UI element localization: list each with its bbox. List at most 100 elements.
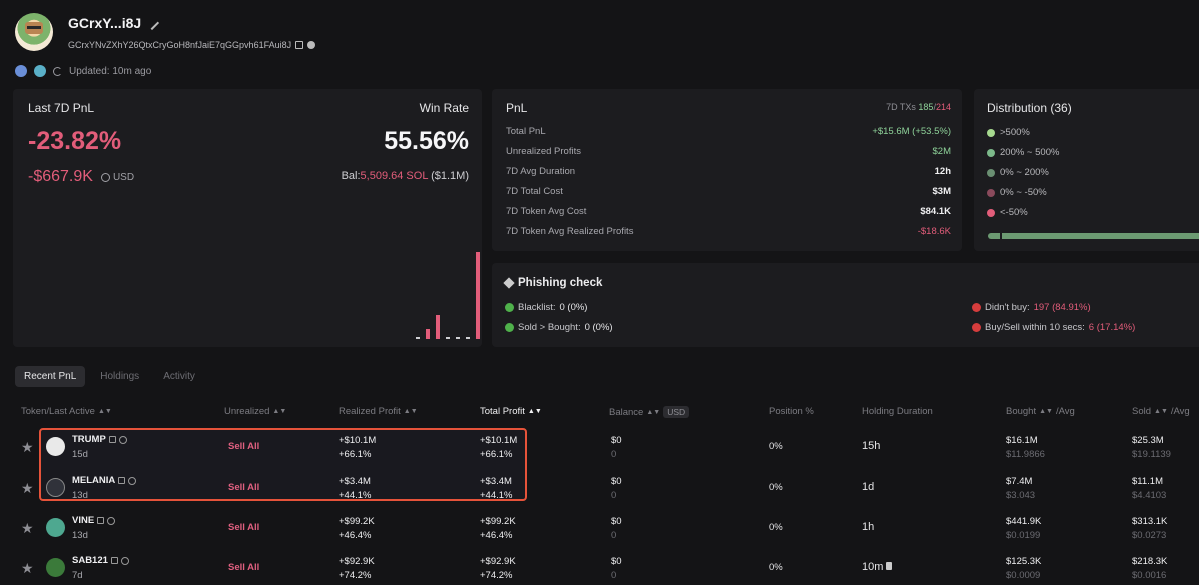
realized-percent: +66.1% <box>339 449 372 460</box>
copy-icon[interactable] <box>97 517 105 524</box>
header-total-profit[interactable]: Total Profit ▲▼ <box>480 406 542 417</box>
header-unrealized[interactable]: Unrealized ▲▼ <box>224 406 286 417</box>
distribution-row: 200% ~ 500% <box>987 147 1059 158</box>
table-row[interactable]: ★ VINE 13d Sell All +$99.2K +46.4% +$99.2… <box>0 509 1199 549</box>
histogram-bar <box>446 337 450 339</box>
realized-value: +$99.2K <box>339 516 375 527</box>
copy-icon[interactable] <box>118 477 126 484</box>
bought-avg: $3.043 <box>1006 490 1036 501</box>
balance-cell: $0 0 <box>611 475 622 503</box>
sold-value: $11.1M <box>1132 476 1163 487</box>
star-icon[interactable]: ★ <box>21 520 34 536</box>
header-token[interactable]: Token/Last Active ▲▼ <box>21 406 112 417</box>
red-status-icon <box>972 323 981 332</box>
total-cell: +$92.9K +74.2% <box>480 555 516 583</box>
search-icon[interactable] <box>107 516 116 525</box>
updated-text: Updated: 10m ago <box>69 65 152 77</box>
copy-icon[interactable] <box>108 436 116 443</box>
sold-bought-value: 0 (0%) <box>584 322 613 333</box>
histogram-bar <box>426 329 430 339</box>
sell-all-button[interactable]: Sell All <box>228 482 260 493</box>
wallet-meta: Updated: 10m ago <box>15 65 151 77</box>
tab-recent-pnl[interactable]: Recent PnL <box>15 366 86 387</box>
edit-icon[interactable] <box>145 15 160 31</box>
twitter-icon[interactable] <box>15 65 27 77</box>
header-balance[interactable]: Balance ▲▼ USD <box>609 406 690 418</box>
star-icon[interactable]: ★ <box>21 560 34 576</box>
holding-duration: 10m <box>862 561 884 573</box>
usd-toggle[interactable]: USD <box>100 172 134 183</box>
balance-amount: 0 <box>611 530 617 541</box>
bought-cell: $7.4M $3.043 <box>1006 475 1035 503</box>
total-percent: +74.2% <box>480 570 513 581</box>
qr-icon[interactable] <box>307 41 316 49</box>
pnl7-label: Last 7D PnL <box>28 101 95 115</box>
header-bought[interactable]: Bought ▲▼/Avg <box>1006 406 1075 417</box>
distribution-label: 200% ~ 500% <box>1000 147 1060 158</box>
header-bought-suffix: /Avg <box>1055 406 1075 417</box>
sold-avg: $19.1139 <box>1132 449 1171 460</box>
bought-cell: $441.9K $0.0199 <box>1006 515 1041 543</box>
header-total-label: Total Profit <box>480 406 525 417</box>
tab-activity[interactable]: Activity <box>163 371 195 382</box>
balance-usd: ($1.1M) <box>431 170 469 182</box>
search-icon[interactable] <box>120 556 129 565</box>
search-icon[interactable] <box>128 476 137 485</box>
pnl-row-value: +$15.6M (+53.5%) <box>872 126 951 137</box>
table-row[interactable]: ★ TRUMP 15d Sell All +$10.1M +66.1% +$10.… <box>0 428 1199 468</box>
search-icon[interactable] <box>118 435 127 444</box>
sell-all-button[interactable]: Sell All <box>228 522 260 533</box>
telegram-icon[interactable] <box>34 65 46 77</box>
header-bought-label: Bought <box>1006 406 1037 417</box>
pnl-row-value: $2M <box>932 146 951 157</box>
sold-avg: $0.0016 <box>1132 570 1167 581</box>
balance-amount: 0 <box>611 490 617 501</box>
balance-value: $0 <box>611 556 622 567</box>
blacklist-label: Blacklist: <box>518 302 556 313</box>
sold-value: $218.3K <box>1132 556 1168 567</box>
tx-count: 7D TXs 185/214 <box>886 102 951 112</box>
table-row[interactable]: ★ SAB121 7d Sell All +$92.9K +74.2% +$92.… <box>0 549 1199 585</box>
currency-swap-icon <box>100 172 110 182</box>
pnl-row-key: Total PnL <box>506 126 546 137</box>
usd-toggle-pill[interactable]: USD <box>663 406 690 418</box>
header-sold-suffix: /Avg <box>1170 406 1190 417</box>
sell-all-button[interactable]: Sell All <box>228 562 260 573</box>
star-icon[interactable]: ★ <box>21 439 34 455</box>
tab-holdings[interactable]: Holdings <box>100 371 140 382</box>
pnl-histogram <box>401 239 480 339</box>
sort-icon: ▲▼ <box>527 408 542 415</box>
wallet-address-row: GCrxYNvZXhY26QtxCryGoH8nfJaiE7qGGpvh61FA… <box>68 40 316 50</box>
balance-row: Bal:5,509.64 SOL ($1.1M) <box>342 170 469 182</box>
pnl-card: PnL 7D TXs 185/214 Total PnL +$15.6M (+53… <box>492 89 962 251</box>
copy-icon[interactable] <box>295 41 304 49</box>
copy-icon[interactable] <box>110 557 118 564</box>
sort-icon: ▲▼ <box>1154 408 1168 415</box>
win-rate-label: Win Rate <box>419 101 469 115</box>
realized-value: +$92.9K <box>339 556 375 567</box>
sell-all-button[interactable]: Sell All <box>228 441 260 452</box>
phishing-title: Phishing check <box>518 277 603 289</box>
refresh-icon[interactable] <box>53 66 62 76</box>
position-value: 0% <box>769 562 783 573</box>
total-cell: +$99.2K +46.4% <box>480 515 516 543</box>
distribution-label: 0% ~ -50% <box>1000 187 1047 198</box>
table-row[interactable]: ★ MELANIA 13d Sell All +$3.4M +44.1% +$3.… <box>0 469 1199 509</box>
copy-icon[interactable] <box>886 562 893 570</box>
pnl-row: 7D Token Avg Cost $84.1K <box>506 206 951 217</box>
total-percent: +46.4% <box>480 530 513 541</box>
balance-value: $0 <box>611 435 622 446</box>
token-age: 13d <box>72 490 88 501</box>
win-rate-value: 55.56% <box>384 127 469 155</box>
star-icon[interactable]: ★ <box>21 480 34 496</box>
pnl-row-value: $3M <box>932 186 951 197</box>
distribution-row: <-50% <box>987 207 1028 218</box>
balance-cell: $0 0 <box>611 515 622 543</box>
sold-bought-item: Sold > Bought: 0 (0%) <box>505 322 613 333</box>
histogram-bar <box>456 337 460 339</box>
tab-bar: Recent PnL Holdings Activity <box>15 366 204 387</box>
distribution-row: >500% <box>987 127 1030 138</box>
pnl-row: 7D Token Avg Realized Profits -$18.6K <box>506 226 951 237</box>
header-sold[interactable]: Sold ▲▼/Avg <box>1132 406 1190 417</box>
header-realized[interactable]: Realized Profit ▲▼ <box>339 406 418 417</box>
